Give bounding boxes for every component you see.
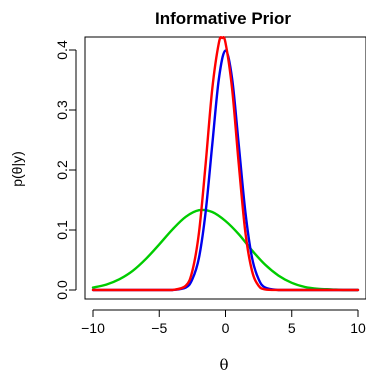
y-tick-label: 0.1 — [54, 220, 70, 240]
y-tick-label: 0.3 — [54, 100, 70, 120]
x-axis: −10 −5 0 5 10 — [81, 309, 366, 336]
y-tick-label: 0.4 — [54, 40, 70, 60]
y-axis: 0.0 0.1 0.2 0.3 0.4 — [54, 40, 77, 300]
y-axis-label: p(θ|y) — [9, 151, 25, 187]
x-tick-label: 0 — [222, 320, 230, 336]
x-tick-label: 10 — [350, 320, 366, 336]
y-tick-label: 0.2 — [54, 160, 70, 180]
series-line-green — [91, 208, 360, 292]
y-tick-label: 0.0 — [54, 280, 70, 300]
series-line-red — [91, 36, 360, 292]
plot-frame — [84, 36, 366, 300]
series-line-blue — [91, 49, 360, 292]
x-axis-label: θ — [219, 356, 228, 374]
series-group — [91, 36, 360, 292]
x-tick-label: 5 — [288, 320, 296, 336]
chart-title: Informative Prior — [155, 9, 291, 28]
x-tick-label: −10 — [81, 320, 105, 336]
x-tick-label: −5 — [151, 320, 167, 336]
